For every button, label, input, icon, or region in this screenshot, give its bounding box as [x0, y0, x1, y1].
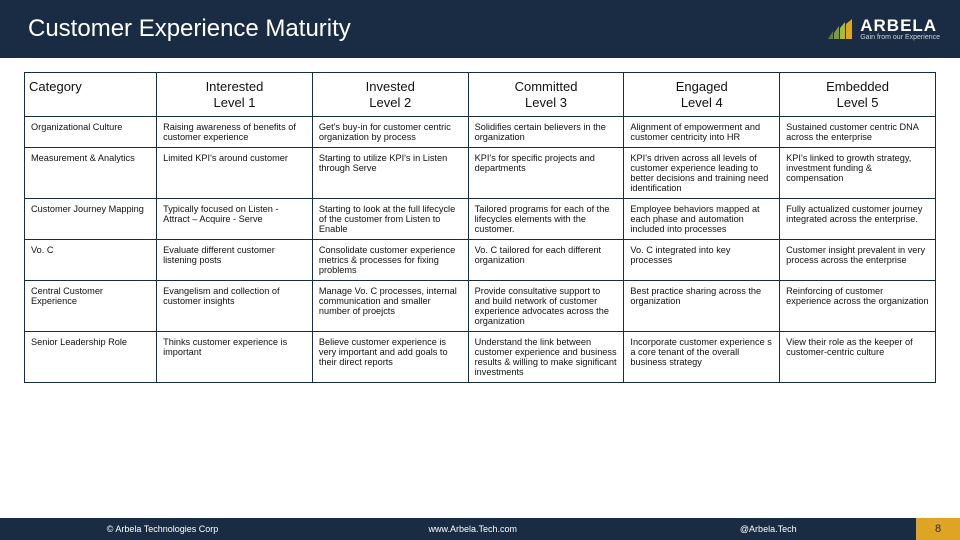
title-banner: Customer Experience Maturity ARBELA Gain… — [0, 0, 960, 58]
data-cell: Thinks customer experience is important — [157, 332, 313, 383]
header-row: Category Interested Level 1 Invested Lev… — [25, 73, 936, 117]
brand-tagline: Gain from our Experience — [860, 34, 940, 41]
col-head-level4: Engaged Level 4 — [624, 73, 780, 117]
data-cell: Vo. C tailored for each different organi… — [468, 240, 624, 281]
data-cell: Sustained customer centric DNA across th… — [780, 117, 936, 148]
page-number: 8 — [916, 518, 960, 540]
data-cell: Evangelism and collection of customer in… — [157, 281, 313, 332]
data-cell: Raising awareness of benefits of custome… — [157, 117, 313, 148]
data-cell: Fully actualized customer journey integr… — [780, 199, 936, 240]
category-cell: Senior Leadership Role — [25, 332, 157, 383]
data-cell: Reinforcing of customer experience acros… — [780, 281, 936, 332]
page-title: Customer Experience Maturity — [28, 15, 351, 43]
data-cell: Believe customer experience is very impo… — [312, 332, 468, 383]
table-row: Customer Journey MappingTypically focuse… — [25, 199, 936, 240]
maturity-table: Category Interested Level 1 Invested Lev… — [24, 72, 936, 383]
footer-copyright: © Arbela Technologies Corp — [0, 524, 325, 534]
data-cell: KPI's for specific projects and departme… — [468, 148, 624, 199]
brand-name: ARBELA — [860, 17, 940, 34]
data-cell: KPI's linked to growth strategy, investm… — [780, 148, 936, 199]
data-cell: Get's buy-in for customer centric organi… — [312, 117, 468, 148]
col-head-level1: Interested Level 1 — [157, 73, 313, 117]
data-cell: Evaluate different customer listening po… — [157, 240, 313, 281]
col-head-level3: Committed Level 3 — [468, 73, 624, 117]
maturity-table-wrap: Category Interested Level 1 Invested Lev… — [0, 58, 960, 383]
data-cell: Vo. C integrated into key processes — [624, 240, 780, 281]
data-cell: Understand the link between customer exp… — [468, 332, 624, 383]
data-cell: Manage Vo. C processes, internal communi… — [312, 281, 468, 332]
data-cell: Typically focused on Listen - Attract – … — [157, 199, 313, 240]
col-head-level5: Embedded Level 5 — [780, 73, 936, 117]
col-head-category: Category — [25, 73, 157, 117]
data-cell: Employee behaviors mapped at each phase … — [624, 199, 780, 240]
data-cell: Starting to utilize KPI's in Listen thro… — [312, 148, 468, 199]
footer-url: www.Arbela.Tech.com — [325, 524, 620, 534]
data-cell: Customer insight prevalent in very proce… — [780, 240, 936, 281]
footer-bar: © Arbela Technologies Corp www.Arbela.Te… — [0, 518, 960, 540]
data-cell: Solidifies certain believers in the orga… — [468, 117, 624, 148]
category-cell: Central Customer Experience — [25, 281, 157, 332]
category-cell: Measurement & Analytics — [25, 148, 157, 199]
logo-bars-icon — [828, 19, 854, 39]
table-row: Senior Leadership RoleThinks customer ex… — [25, 332, 936, 383]
table-row: Vo. CEvaluate different customer listeni… — [25, 240, 936, 281]
data-cell: KPI's driven across all levels of custom… — [624, 148, 780, 199]
data-cell: Starting to look at the full lifecycle o… — [312, 199, 468, 240]
category-cell: Vo. C — [25, 240, 157, 281]
data-cell: Alignment of empowerment and customer ce… — [624, 117, 780, 148]
data-cell: Tailored programs for each of the lifecy… — [468, 199, 624, 240]
data-cell: Limited KPI's around customer — [157, 148, 313, 199]
data-cell: Incorporate customer experience s a core… — [624, 332, 780, 383]
category-cell: Organizational Culture — [25, 117, 157, 148]
col-head-level2: Invested Level 2 — [312, 73, 468, 117]
table-row: Measurement & AnalyticsLimited KPI's aro… — [25, 148, 936, 199]
data-cell: View their role as the keeper of custome… — [780, 332, 936, 383]
footer-handle: @Arbela.Tech — [621, 524, 916, 534]
table-row: Organizational CultureRaising awareness … — [25, 117, 936, 148]
table-row: Central Customer ExperienceEvangelism an… — [25, 281, 936, 332]
data-cell: Provide consultative support to and buil… — [468, 281, 624, 332]
category-cell: Customer Journey Mapping — [25, 199, 157, 240]
brand-logo: ARBELA Gain from our Experience — [828, 17, 940, 41]
data-cell: Consolidate customer experience metrics … — [312, 240, 468, 281]
data-cell: Best practice sharing across the organiz… — [624, 281, 780, 332]
